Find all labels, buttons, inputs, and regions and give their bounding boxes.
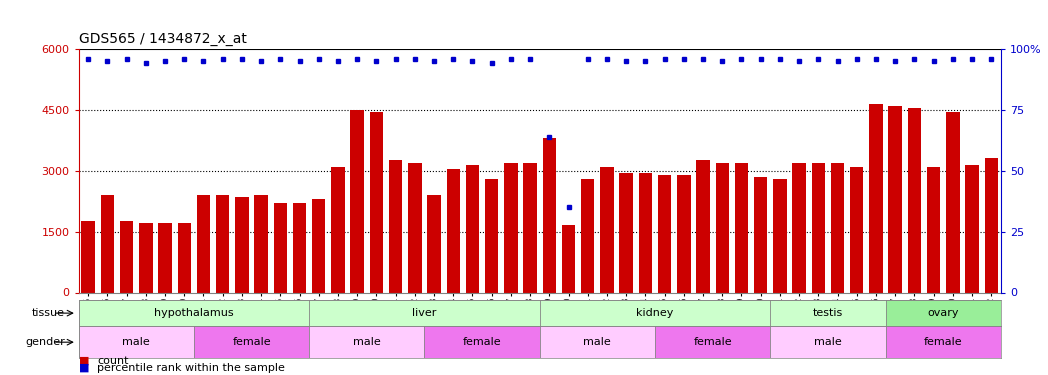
Text: male: male: [814, 337, 842, 347]
Bar: [655, 326, 770, 358]
Bar: [309, 300, 540, 326]
Bar: [540, 326, 655, 358]
Bar: [619, 172, 633, 292]
Bar: [773, 179, 787, 292]
Bar: [79, 326, 194, 358]
Bar: [428, 195, 441, 292]
Bar: [984, 158, 998, 292]
Bar: [79, 300, 309, 326]
Bar: [581, 179, 594, 292]
Bar: [197, 195, 211, 292]
Bar: [908, 108, 921, 292]
Bar: [886, 300, 1001, 326]
Text: male: male: [584, 337, 611, 347]
Bar: [562, 225, 575, 292]
Bar: [735, 162, 748, 292]
Bar: [770, 300, 886, 326]
Bar: [292, 203, 306, 292]
Bar: [274, 203, 287, 292]
Text: female: female: [924, 337, 962, 347]
Bar: [886, 326, 1001, 358]
Bar: [158, 224, 172, 292]
Bar: [194, 326, 309, 358]
Bar: [504, 162, 518, 292]
Bar: [926, 166, 940, 292]
Text: ■: ■: [79, 363, 92, 373]
Bar: [543, 138, 556, 292]
Bar: [216, 195, 230, 292]
Bar: [446, 169, 460, 292]
Bar: [658, 175, 672, 292]
Bar: [485, 179, 499, 292]
Bar: [465, 165, 479, 292]
Text: male: male: [353, 337, 380, 347]
Bar: [312, 199, 326, 292]
Text: female: female: [694, 337, 732, 347]
Bar: [177, 224, 191, 292]
Text: liver: liver: [412, 308, 437, 318]
Bar: [389, 160, 402, 292]
Bar: [869, 104, 882, 292]
Bar: [101, 195, 114, 292]
Text: GDS565 / 1434872_x_at: GDS565 / 1434872_x_at: [79, 32, 246, 46]
Bar: [424, 326, 540, 358]
Text: testis: testis: [813, 308, 843, 318]
Bar: [408, 162, 421, 292]
Bar: [946, 112, 960, 292]
Bar: [309, 326, 424, 358]
Bar: [255, 195, 268, 292]
Text: count: count: [97, 356, 129, 366]
Text: kidney: kidney: [636, 308, 674, 318]
Bar: [638, 172, 652, 292]
Bar: [601, 166, 614, 292]
Bar: [716, 162, 729, 292]
Text: percentile rank within the sample: percentile rank within the sample: [97, 363, 285, 373]
Bar: [831, 162, 845, 292]
Bar: [370, 112, 384, 292]
Text: male: male: [123, 337, 150, 347]
Bar: [811, 162, 825, 292]
Bar: [754, 177, 767, 292]
Bar: [540, 300, 770, 326]
Text: ovary: ovary: [927, 308, 959, 318]
Bar: [235, 197, 248, 292]
Bar: [82, 221, 95, 292]
Bar: [965, 165, 979, 292]
Bar: [850, 166, 864, 292]
Text: gender: gender: [25, 337, 65, 347]
Bar: [139, 224, 153, 292]
Bar: [770, 326, 886, 358]
Bar: [331, 166, 345, 292]
Text: hypothalamus: hypothalamus: [154, 308, 234, 318]
Bar: [696, 160, 709, 292]
Bar: [792, 162, 806, 292]
Text: female: female: [233, 337, 270, 347]
Bar: [677, 175, 691, 292]
Bar: [523, 162, 537, 292]
Text: tissue: tissue: [31, 308, 65, 318]
Bar: [889, 106, 902, 292]
Bar: [350, 110, 364, 292]
Bar: [119, 221, 133, 292]
Text: female: female: [463, 337, 501, 347]
Text: ■: ■: [79, 356, 92, 366]
